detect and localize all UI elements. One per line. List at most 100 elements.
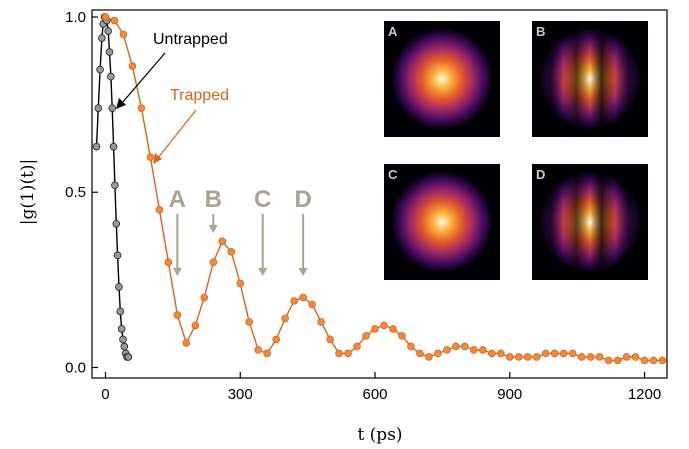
y-axis-label: |g(1)(t)| <box>18 159 38 226</box>
data-point-untrapped <box>98 34 106 42</box>
series-layer <box>92 13 667 365</box>
data-point-trapped <box>290 297 298 305</box>
data-point-trapped <box>443 346 451 354</box>
data-point-trapped <box>505 353 514 361</box>
panel-fringes <box>532 164 648 280</box>
marker-label: A <box>169 186 186 213</box>
data-point-trapped <box>236 279 245 288</box>
data-point-untrapped <box>111 181 119 190</box>
data-point-untrapped <box>119 335 127 344</box>
untrapped-arrow-head <box>116 98 126 109</box>
y-axis-ticks: 0.0 0.5 1.0 <box>65 9 98 376</box>
data-point-trapped <box>380 321 388 330</box>
x-tick-label: 600 <box>362 386 387 403</box>
y-tick-label: 0.5 <box>65 184 86 201</box>
data-point-trapped <box>613 356 622 365</box>
marker-a: A <box>169 186 186 276</box>
image-panel-c: C <box>384 164 500 280</box>
untrapped-arrow-line <box>121 52 166 104</box>
data-point-trapped <box>496 349 505 358</box>
data-point-trapped <box>344 349 352 358</box>
data-point-trapped <box>586 353 595 361</box>
data-point-trapped <box>595 353 604 361</box>
x-axis-label: t (ps) <box>357 425 402 445</box>
data-point-trapped <box>299 293 307 302</box>
data-point-trapped <box>389 325 397 333</box>
data-point-trapped <box>523 353 532 361</box>
data-point-trapped <box>541 349 550 358</box>
data-point-trapped <box>434 349 442 358</box>
marker-label: D <box>294 186 311 213</box>
marker-d: D <box>294 186 312 276</box>
data-point-trapped <box>559 349 568 358</box>
x-tick-label: 1200 <box>628 386 661 403</box>
series-untrapped <box>92 13 133 361</box>
data-point-untrapped <box>92 142 101 151</box>
data-point-trapped <box>308 300 316 309</box>
x-tick-label: 300 <box>228 386 253 403</box>
data-point-trapped <box>604 356 613 365</box>
panel-beam-spot <box>390 27 494 131</box>
data-point-trapped <box>101 13 110 21</box>
data-point-trapped <box>631 353 640 361</box>
data-point-trapped <box>488 349 496 358</box>
image-panel-d: D <box>532 164 648 280</box>
image-panel-a: A <box>384 21 500 137</box>
marker-label: C <box>254 186 271 213</box>
data-point-untrapped <box>94 104 103 112</box>
data-point-trapped <box>622 353 631 361</box>
panel-label: D <box>536 167 545 182</box>
data-point-trapped <box>272 335 280 344</box>
series-trapped <box>101 13 667 365</box>
y-tick-label: 0.0 <box>65 359 86 376</box>
data-point-trapped <box>182 339 191 347</box>
data-point-untrapped <box>104 27 112 35</box>
marker-b: B <box>205 186 222 233</box>
trapped-arrow-line <box>157 109 197 159</box>
data-point-trapped <box>317 318 325 326</box>
data-point-untrapped <box>124 353 133 361</box>
data-point-trapped <box>128 62 137 70</box>
untrapped-label: Untrapped <box>153 31 228 48</box>
data-point-untrapped <box>120 342 129 351</box>
plot-frame <box>91 9 668 379</box>
data-point-untrapped <box>117 325 126 333</box>
data-point-trapped <box>658 356 667 365</box>
data-point-trapped <box>532 353 541 361</box>
marker-c: C <box>254 186 271 276</box>
data-point-trapped <box>649 356 658 365</box>
data-point-trapped <box>479 346 487 354</box>
data-point-trapped <box>550 349 559 358</box>
y-tick-label: 1.0 <box>65 9 86 26</box>
data-point-trapped <box>263 349 271 358</box>
data-point-untrapped <box>113 251 122 260</box>
data-point-trapped <box>227 248 236 256</box>
data-point-trapped <box>137 104 146 112</box>
data-point-trapped <box>470 346 478 354</box>
data-point-trapped <box>407 342 415 351</box>
data-point-trapped <box>146 153 155 162</box>
panel-label: A <box>388 24 398 39</box>
data-point-trapped <box>200 293 209 302</box>
marker-arrow-head <box>208 225 218 233</box>
data-point-untrapped <box>105 48 114 56</box>
data-point-trapped <box>155 205 164 214</box>
data-point-trapped <box>452 342 460 351</box>
data-point-trapped <box>577 353 586 361</box>
data-point-untrapped <box>116 307 125 316</box>
data-point-untrapped <box>107 72 115 81</box>
data-point-trapped <box>335 349 343 358</box>
data-point-trapped <box>398 332 406 340</box>
data-point-untrapped <box>112 219 121 228</box>
data-point-trapped <box>362 332 370 340</box>
marker-arrow-head <box>258 268 268 276</box>
data-point-untrapped <box>108 104 117 112</box>
data-point-untrapped <box>115 283 123 291</box>
panel-beam-spot <box>390 170 494 274</box>
trapped-arrow-head <box>153 153 162 164</box>
data-point-trapped <box>326 335 334 344</box>
data-point-untrapped <box>96 65 104 74</box>
data-point-trapped <box>209 258 218 267</box>
